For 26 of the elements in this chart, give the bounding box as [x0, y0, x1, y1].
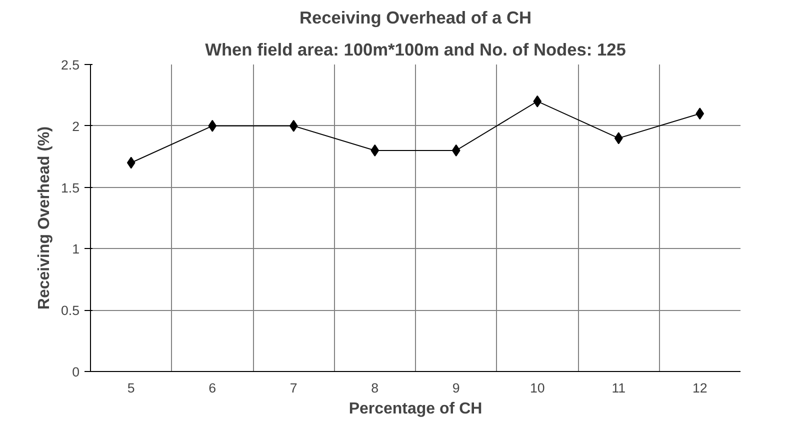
y-tick-label: 1.5 — [60, 180, 80, 196]
chart-subtitle: When field area: 100m*100m and No. of Nodes: 125 — [205, 40, 626, 60]
x-tick-label: 11 — [612, 380, 626, 396]
point — [208, 120, 217, 132]
x-tick-label: 10 — [530, 380, 545, 396]
point — [370, 144, 380, 156]
point — [126, 156, 136, 169]
y-tick-label: 1 — [72, 242, 80, 257]
point — [533, 95, 542, 108]
x-tick-label: 12 — [692, 380, 708, 396]
y-tick-label: 0 — [72, 364, 80, 380]
x-tick-label: 6 — [208, 380, 216, 396]
point — [289, 120, 298, 132]
point — [452, 144, 460, 156]
y-tick-label: 0.5 — [60, 303, 80, 318]
chart-title: Receiving Overhead of a CH — [299, 8, 532, 28]
x-axis-title: Percentage of CH — [348, 400, 482, 418]
y-tick-label: 2.5 — [60, 58, 80, 72]
y-axis-title: Receiving Overhead (%) — [36, 126, 53, 310]
x-tick-label: 7 — [290, 380, 298, 396]
x-tick-label: 8 — [371, 380, 379, 396]
x-tick-label: 9 — [452, 380, 460, 396]
x-tick-label: 5 — [127, 380, 135, 396]
point — [696, 108, 704, 120]
point — [614, 132, 623, 144]
y-tick-label: 2 — [72, 118, 80, 134]
